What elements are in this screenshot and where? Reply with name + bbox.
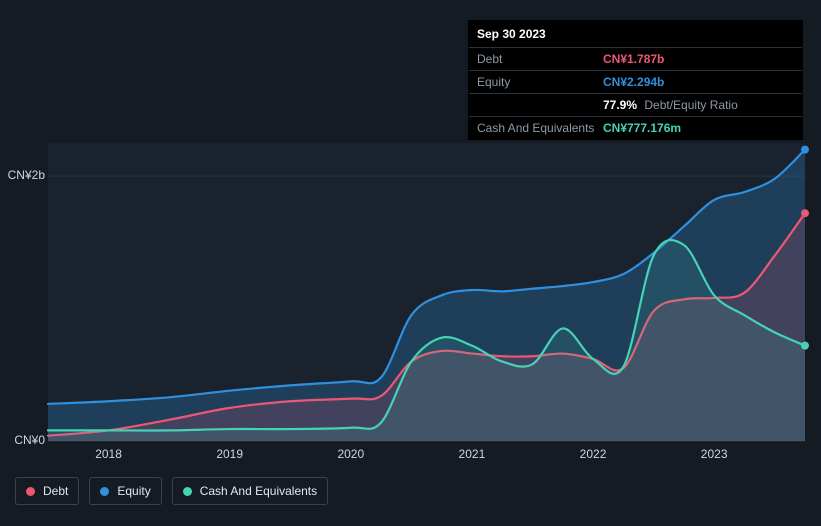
y-axis-label: CN¥0 — [14, 433, 45, 447]
x-axis-label: 2021 — [459, 447, 486, 461]
x-axis-ticks: 2018 2019 2020 2021 2022 2023 — [48, 447, 805, 465]
legend-item-debt[interactable]: Debt — [15, 477, 79, 505]
legend-marker-icon — [26, 487, 35, 496]
plot-area — [48, 143, 805, 441]
chart-svg — [48, 143, 805, 441]
legend-label: Equity — [117, 484, 150, 498]
x-axis-label: 2023 — [701, 447, 728, 461]
summary-date: Sep 30 2023 — [469, 21, 802, 48]
summary-row-label: Debt — [477, 52, 603, 66]
summary-box: Sep 30 2023 DebtCN¥1.787bEquityCN¥2.294b… — [468, 20, 803, 140]
summary-row: 77.9% Debt/Equity Ratio — [469, 94, 802, 117]
series-end-marker-debt — [801, 209, 809, 217]
summary-row-label: Equity — [477, 75, 603, 89]
debt-equity-chart: CN¥0CN¥2b 201820192020202120222023 DebtE… — [15, 125, 805, 510]
x-axis-label: 2019 — [216, 447, 243, 461]
legend-label: Cash And Equivalents — [200, 484, 317, 498]
legend-label: Debt — [43, 484, 68, 498]
legend-marker-icon — [100, 487, 109, 496]
series-end-marker-cash-and-equivalents — [801, 342, 809, 350]
legend-item-cash-and-equivalents[interactable]: Cash And Equivalents — [172, 477, 328, 505]
series-end-marker-equity — [801, 146, 809, 154]
summary-row: EquityCN¥2.294b — [469, 71, 802, 94]
legend-item-equity[interactable]: Equity — [89, 477, 161, 505]
summary-row-value: CN¥2.294b — [603, 75, 794, 89]
x-axis-label: 2018 — [95, 447, 122, 461]
legend: Debt Equity Cash And Equivalents — [15, 477, 328, 505]
summary-row-label — [477, 98, 603, 112]
legend-marker-icon — [183, 487, 192, 496]
x-axis-label: 2022 — [580, 447, 607, 461]
summary-row-value: CN¥1.787b — [603, 52, 794, 66]
summary-row: DebtCN¥1.787b — [469, 48, 802, 71]
x-axis-label: 2020 — [337, 447, 364, 461]
summary-row-value: 77.9% Debt/Equity Ratio — [603, 98, 794, 112]
y-axis-label: CN¥2b — [8, 168, 45, 182]
